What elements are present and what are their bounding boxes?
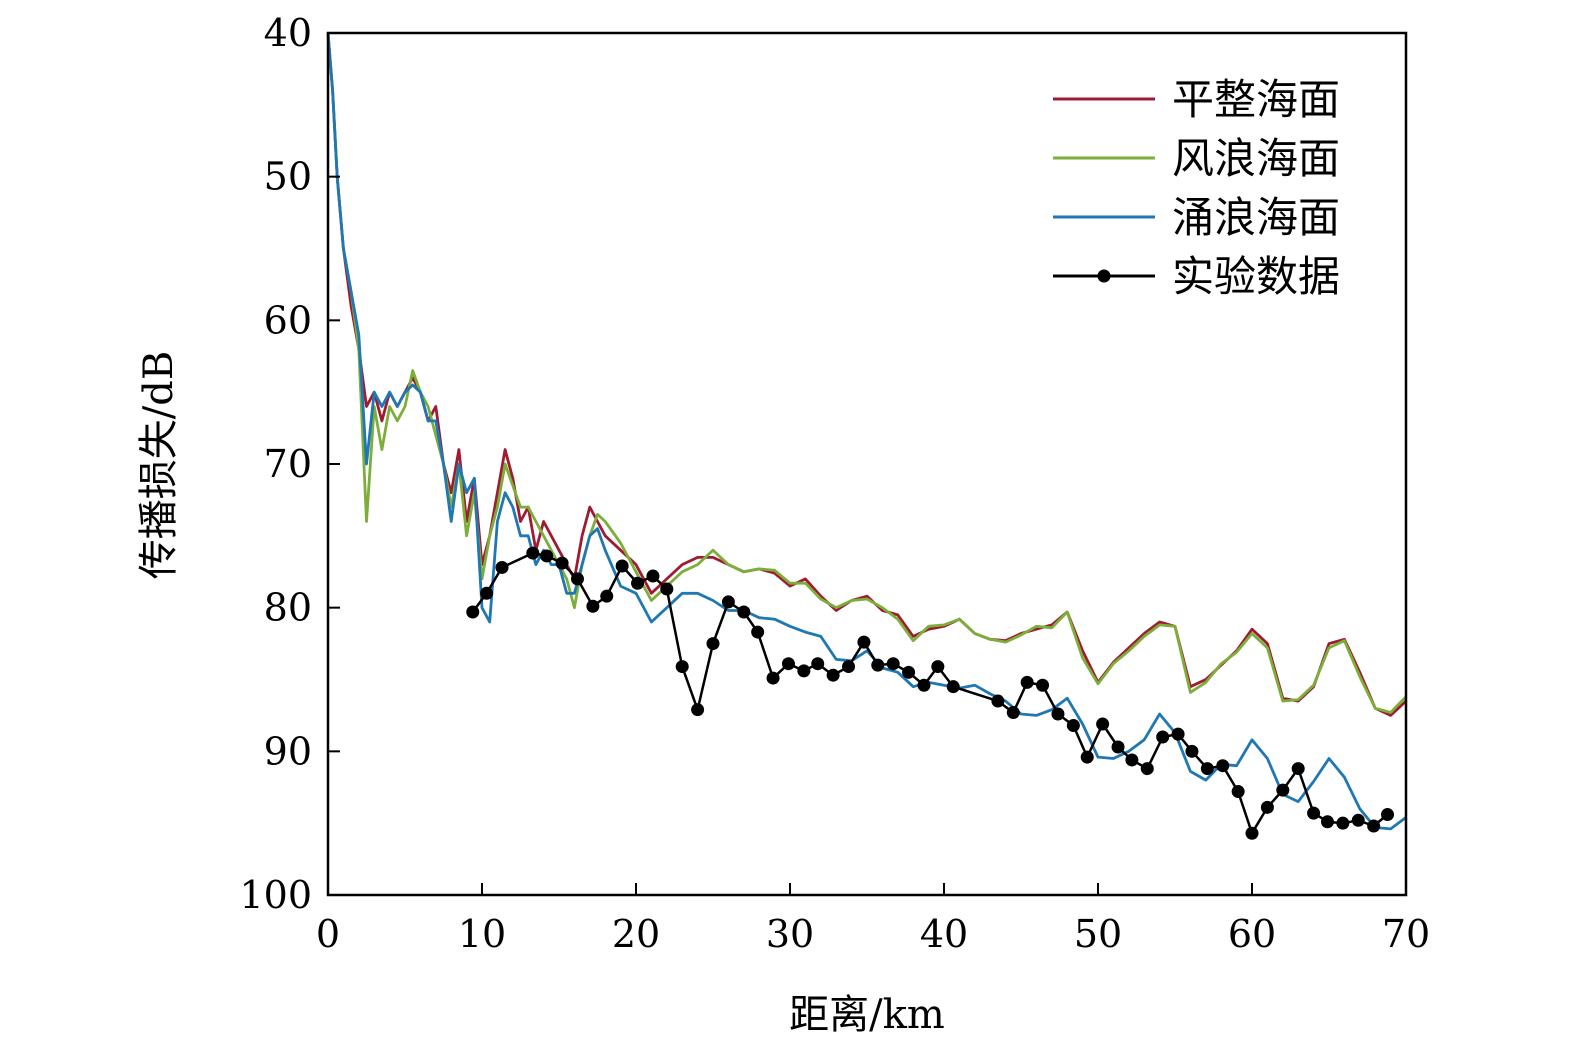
data-point	[1276, 783, 1290, 797]
y-tick-label: 50	[264, 155, 312, 199]
data-point	[660, 582, 674, 596]
legend-label-2: 涌浪海面	[1172, 193, 1340, 242]
data-point	[826, 668, 840, 682]
x-tick-label: 60	[1228, 912, 1276, 956]
data-point	[1171, 727, 1185, 741]
data-point	[871, 658, 885, 672]
data-point	[466, 605, 480, 619]
data-point	[1125, 753, 1139, 767]
y-axis-title: 传播损失/dB	[136, 351, 182, 579]
legend-marker	[1097, 269, 1111, 283]
y-tick-label: 100	[239, 873, 312, 917]
data-point	[495, 560, 509, 574]
data-point	[721, 595, 735, 609]
data-point	[811, 657, 825, 671]
data-point	[1096, 717, 1110, 731]
data-point	[737, 605, 751, 619]
data-point	[646, 569, 660, 583]
data-point	[526, 546, 540, 560]
y-tick-label: 60	[264, 298, 312, 342]
data-point	[917, 678, 931, 692]
data-point	[1111, 740, 1125, 754]
data-point	[1336, 816, 1350, 830]
data-point	[751, 625, 765, 639]
data-point	[1260, 800, 1274, 814]
data-point	[570, 572, 584, 586]
data-point	[766, 671, 780, 685]
data-point	[931, 660, 945, 674]
x-tick-label: 20	[612, 912, 660, 956]
data-point	[1320, 815, 1334, 829]
x-tick-label: 10	[458, 912, 506, 956]
data-point	[615, 559, 629, 573]
data-point	[586, 599, 600, 613]
legend-label-0: 平整海面	[1172, 75, 1340, 124]
data-point	[1200, 762, 1214, 776]
data-point	[946, 680, 960, 694]
series-line-1	[326, 32, 1408, 714]
data-point	[1231, 785, 1245, 799]
data-point	[631, 576, 645, 590]
plot-markers	[466, 546, 1395, 840]
data-point	[1216, 759, 1230, 773]
data-point	[1006, 706, 1020, 720]
data-point	[1036, 678, 1050, 692]
data-point	[1245, 826, 1259, 840]
data-point	[902, 665, 916, 679]
data-point	[842, 660, 856, 674]
x-tick-label: 30	[766, 912, 814, 956]
x-axis-title: 距离/km	[789, 992, 945, 1038]
x-tick-label: 0	[316, 912, 340, 956]
data-point	[1351, 813, 1365, 827]
data-point	[1381, 808, 1395, 822]
data-point	[555, 556, 569, 570]
y-tick-label: 90	[264, 729, 312, 773]
data-point	[691, 703, 705, 717]
data-point	[1080, 750, 1094, 764]
data-point	[1291, 762, 1305, 776]
x-axis-ticks: 0 10 20 30 40 50 60 70	[316, 883, 1430, 956]
legend-label-3: 实验数据	[1172, 252, 1340, 301]
x-tick-label: 40	[920, 912, 968, 956]
data-point	[1367, 819, 1381, 833]
data-point	[480, 586, 494, 600]
data-point	[1140, 762, 1154, 776]
data-point	[857, 635, 871, 649]
data-point	[1020, 675, 1034, 689]
data-point	[1066, 718, 1080, 732]
data-point	[797, 664, 811, 678]
data-point	[1156, 730, 1170, 744]
y-tick-label: 80	[264, 586, 312, 630]
data-point	[675, 660, 689, 674]
x-tick-label: 70	[1382, 912, 1430, 956]
data-point	[1185, 744, 1199, 758]
data-point	[1051, 707, 1065, 721]
y-axis-ticks: 40 50 60 70 80 90 100	[239, 11, 340, 917]
data-point	[991, 694, 1005, 708]
plot-lines	[326, 32, 1408, 835]
x-tick-label: 50	[1074, 912, 1122, 956]
y-tick-label: 40	[264, 11, 312, 55]
legend-label-1: 风浪海面	[1172, 134, 1340, 183]
data-point	[886, 657, 900, 671]
data-point	[540, 549, 554, 563]
data-point	[1307, 806, 1321, 820]
data-point	[600, 589, 614, 603]
data-point	[781, 657, 795, 671]
y-tick-label: 70	[264, 442, 312, 486]
data-point	[706, 637, 720, 651]
